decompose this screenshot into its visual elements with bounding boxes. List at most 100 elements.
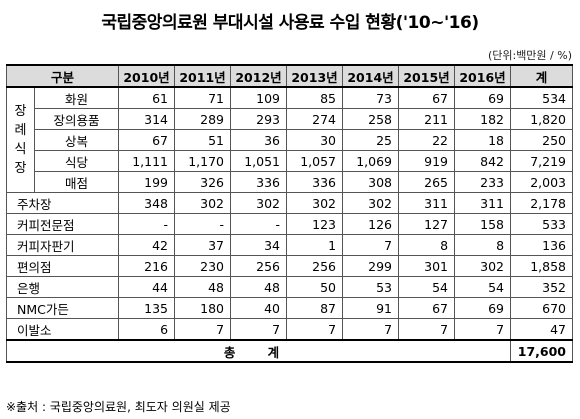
value-cell: 7: [174, 318, 232, 341]
value-cell: 22: [398, 129, 456, 151]
value-cell: 18: [454, 129, 512, 151]
value-cell: 199: [118, 171, 176, 193]
total-row: 총 계 17,600: [5, 339, 574, 363]
header-year: 2010년: [118, 64, 176, 88]
table-row: 편의점 216 230 256 256 299 301 302 1,858: [5, 255, 574, 277]
value-cell: 54: [454, 276, 512, 298]
value-cell: 299: [342, 255, 400, 277]
value-cell: 211: [398, 108, 456, 130]
source-note: ※출처 : 국립중앙의료원, 최도자 의원실 제공: [6, 400, 231, 414]
row-label: 화원: [33, 86, 120, 109]
value-cell: 67: [118, 129, 176, 151]
value-cell: 7: [230, 318, 288, 341]
value-cell: 85: [286, 86, 344, 109]
table-row: 식당 1,111 1,170 1,051 1,057 1,069 919 842 7,219: [7, 150, 574, 172]
value-cell: 256: [230, 255, 288, 277]
value-cell: 53: [342, 276, 400, 298]
value-cell: 314: [118, 108, 176, 130]
row-label: 은행: [5, 276, 120, 298]
value-cell: 230: [174, 255, 232, 277]
row-total-cell: 2,178: [510, 192, 574, 214]
row-total-cell: 47: [510, 318, 574, 341]
value-cell: 336: [286, 171, 344, 193]
value-cell: 36: [230, 129, 288, 151]
value-cell: 308: [342, 171, 400, 193]
value-cell: 265: [398, 171, 456, 193]
value-cell: 7: [342, 234, 400, 256]
value-cell: 311: [398, 192, 456, 214]
value-cell: 126: [342, 213, 400, 235]
header-year: 2012년: [230, 64, 288, 88]
grand-total-cell: 17,600: [510, 339, 574, 363]
row-label: 커피전문점: [5, 213, 120, 235]
table-row: 매점 199 326 336 336 308 265 233 2,003: [7, 171, 574, 193]
value-cell: 293: [230, 108, 288, 130]
row-total-cell: 1,858: [510, 255, 574, 277]
value-cell: 182: [454, 108, 512, 130]
value-cell: 301: [398, 255, 456, 277]
header-total: 계: [510, 64, 574, 88]
value-cell: 87: [286, 297, 344, 319]
value-cell: 302: [454, 255, 512, 277]
table-row: 장 례 식 장 화원 61 71 109 85 73 67 69 534: [6, 86, 574, 193]
row-label: 식당: [33, 150, 120, 172]
document-title: 국립중앙의료원 부대시설 사용료 수입 현황('10~'16): [101, 13, 479, 33]
value-cell: 302: [286, 192, 344, 214]
value-cell: 1,051: [230, 150, 288, 172]
row-label: 편의점: [5, 255, 120, 277]
row-label: NMC가든: [5, 297, 120, 319]
table-row: 주차장 348 302 302 302 302 311 311 2,178: [5, 192, 574, 214]
value-cell: 302: [230, 192, 288, 214]
table-row: 상복 67 51 36 30 25 22 18 250: [7, 129, 574, 151]
value-cell: 216: [118, 255, 176, 277]
row-label: 매점: [33, 171, 120, 193]
value-cell: 127: [398, 213, 456, 235]
value-cell: 258: [342, 108, 400, 130]
row-label: 이발소: [5, 318, 120, 341]
value-cell: 50: [286, 276, 344, 298]
row-total-cell: 136: [510, 234, 574, 256]
header-year: 2011년: [174, 64, 232, 88]
value-cell: 8: [454, 234, 512, 256]
value-cell: 123: [286, 213, 344, 235]
value-cell: 326: [174, 171, 232, 193]
value-cell: 7: [398, 318, 456, 341]
value-cell: 311: [454, 192, 512, 214]
header-year: 2013년: [286, 64, 344, 88]
value-cell: -: [118, 213, 176, 235]
value-cell: 7: [454, 318, 512, 341]
value-cell: 256: [286, 255, 344, 277]
value-cell: 109: [230, 86, 288, 109]
row-total-cell: 352: [510, 276, 574, 298]
row-label: 주차장: [5, 192, 120, 214]
value-cell: 135: [118, 297, 176, 319]
total-label: 총 계: [5, 339, 512, 363]
value-cell: 44: [118, 276, 176, 298]
table-row: 커피전문점 - - -123 126 127 158 533: [5, 213, 574, 235]
value-cell: 69: [454, 86, 512, 109]
value-cell: 289: [174, 108, 232, 130]
value-cell: 71: [174, 86, 232, 109]
value-cell: 69: [454, 297, 512, 319]
header-year: 2014년: [342, 64, 400, 88]
value-cell: 158: [454, 213, 512, 235]
value-cell: 8: [398, 234, 456, 256]
value-cell: 73: [342, 86, 400, 109]
value-cell: -: [230, 213, 288, 235]
revenue-table: 구분 2010년 2011년 2012년 2013년 2014년 2015년 2…: [5, 64, 574, 363]
value-cell: 48: [230, 276, 288, 298]
value-cell: 67: [398, 86, 456, 109]
row-total-cell: 1,820: [510, 108, 574, 130]
value-cell: 67: [398, 297, 456, 319]
value-cell: 7: [286, 318, 344, 341]
value-cell: 37: [174, 234, 232, 256]
value-cell: 274: [286, 108, 344, 130]
value-cell: 40: [230, 297, 288, 319]
header-row: 구분 2010년 2011년 2012년 2013년 2014년 2015년 2…: [5, 64, 574, 88]
value-cell: 180: [174, 297, 232, 319]
table-row: 은행 44 48 48 50 53 54 54 352: [5, 276, 574, 298]
value-cell: 1,069: [342, 150, 400, 172]
value-cell: 7: [342, 318, 400, 341]
row-label: 상복: [33, 129, 120, 151]
